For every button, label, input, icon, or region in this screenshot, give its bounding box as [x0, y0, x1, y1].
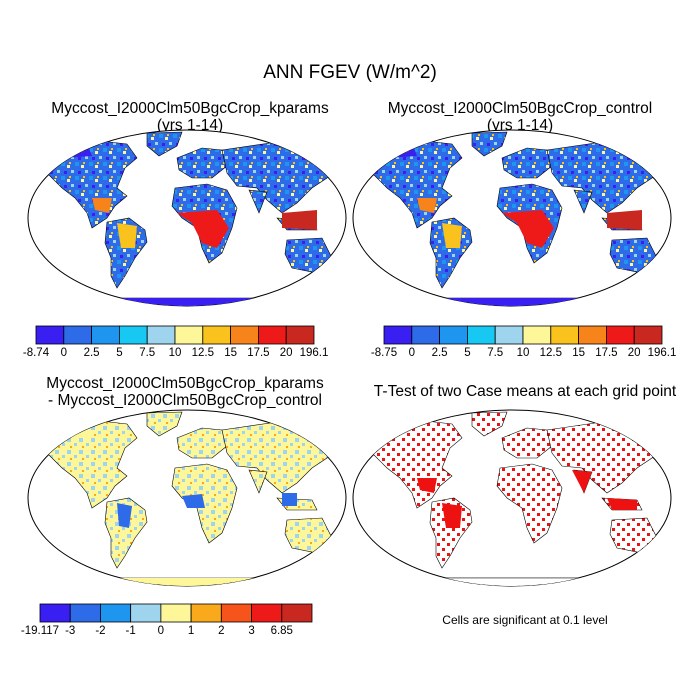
colorbar-segment	[633, 325, 663, 345]
colorbar-tick-label: 0	[60, 347, 67, 359]
colorbar-tick-label: 7.5	[487, 347, 504, 359]
colorbar-tick-label: 10	[516, 347, 530, 359]
colorbar-tick-label: 6.85	[270, 625, 293, 637]
colorbar-tick-label: 2.5	[431, 347, 448, 359]
panel-title-line2: - Myccost_I2000Clm50BgcCrop_control	[48, 392, 322, 409]
colorbar-control	[383, 325, 663, 345]
colorbar-tick-label: -1	[125, 625, 136, 637]
colorbar-tick-label: -8.74	[22, 347, 50, 359]
panel-title-line1: Myccost_I2000Clm50BgcCrop_control	[387, 100, 653, 117]
panel-title-kparams: Myccost_I2000Clm50BgcCrop_kparams (yrs 1…	[20, 100, 360, 134]
colorbar-tick-label: 196.1	[647, 347, 677, 359]
colorbar-tick-label: 20	[627, 347, 641, 359]
panel-title-line1: Myccost_I2000Clm50BgcCrop_kparams	[46, 375, 324, 392]
colorbar-tick-label: 0	[157, 625, 165, 637]
colorbar-tick-label: 12.5	[539, 347, 562, 359]
colorbar-tick-label: 5	[116, 347, 123, 359]
panel-title-line2: (yrs 1-14)	[156, 117, 224, 134]
colorbar-tick-label: 10	[168, 347, 182, 359]
panel-title-difference: Myccost_I2000Clm50BgcCrop_kparams - Mycc…	[10, 375, 360, 409]
colorbar-tick-label: 0	[408, 347, 415, 359]
colorbar-segment	[281, 603, 313, 623]
colorbar-tick-label: 20	[279, 347, 293, 359]
colorbar-tick-label: 15	[224, 347, 237, 359]
colorbar-tick-label: 15	[572, 347, 585, 359]
colorbar-tick-label: 7.5	[139, 347, 156, 359]
significance-note: Cells are significant at 0.1 level	[442, 613, 608, 627]
colorbar-kparams	[35, 325, 315, 345]
colorbar-tick-label: 2.5	[83, 347, 100, 359]
colorbar-tick-label: 2	[218, 625, 225, 637]
colorbar-tick-label: -19.117	[20, 625, 60, 637]
colorbar-tick-label: -3	[65, 625, 76, 637]
colorbar-tick-label: 12.5	[191, 347, 214, 359]
colorbar-tick-label: 17.5	[595, 347, 618, 359]
panel-title-line1: T-Test of two Case means at each grid po…	[373, 383, 677, 400]
colorbar-tick-label: -2	[95, 625, 106, 637]
colorbar-tick-label: 17.5	[247, 347, 270, 359]
colorbar-difference	[39, 603, 313, 623]
main-title: ANN FGEV (W/m^2)	[263, 62, 437, 83]
colorbar-tick-label: 5	[464, 347, 471, 359]
panel-title-line1: Myccost_I2000Clm50BgcCrop_kparams	[51, 100, 329, 117]
colorbar-segment	[285, 325, 315, 345]
panel-title-ttest: T-Test of two Case means at each grid po…	[355, 383, 695, 400]
colorbar-tick-label: 196.1	[299, 347, 329, 359]
colorbar-tick-label: -8.75	[370, 347, 398, 359]
colorbar-tick-label: 1	[187, 625, 195, 637]
colorbar-tick-label: 3	[248, 625, 255, 637]
